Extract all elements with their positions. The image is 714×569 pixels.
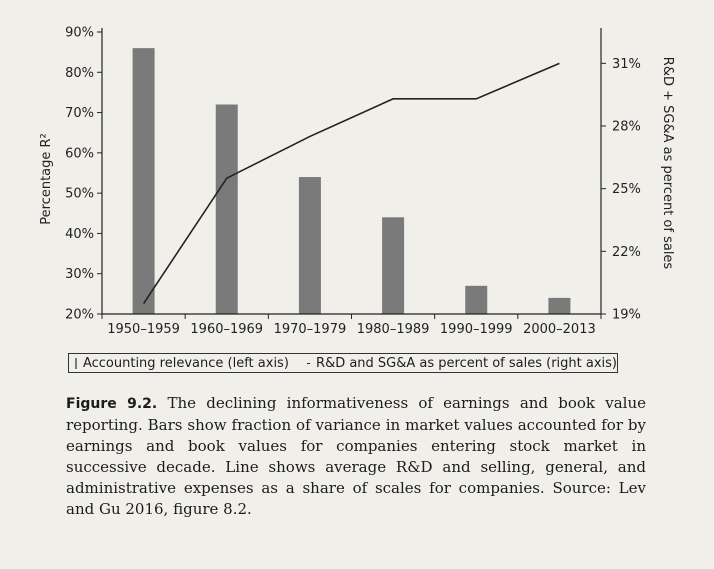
left-tick-label-7: 90% — [65, 26, 94, 41]
x-tick-label-3: 1980–1989 — [357, 322, 430, 337]
bar-1 — [215, 104, 238, 314]
x-tick-label-5: 2000–2013 — [523, 322, 596, 337]
series-line-rd-sga — [142, 62, 560, 304]
right-tick-label-2: 25% — [612, 182, 641, 197]
bar-5 — [548, 297, 571, 314]
left-tick-label-0: 20% — [65, 308, 94, 323]
left-tick-label-1: 30% — [65, 267, 94, 282]
legend: Accounting relevance (left axis) R&D and… — [68, 353, 618, 373]
chart: 20% 30% 40% 50% 60% 70% 80% 90% 19% 22% 25% 28% 31% 1… — [39, 26, 675, 338]
x-tick-label-1: 1960–1969 — [190, 322, 263, 337]
right-tick-label-3: 28% — [612, 120, 641, 135]
right-tick-label-4: 31% — [612, 57, 641, 72]
figure-caption: Figure 9.2. The declining informativenes… — [66, 393, 646, 520]
legend-bar-swatch — [75, 357, 77, 369]
left-tick-label-3: 50% — [65, 187, 94, 202]
right-axis-title: R&D + SG&A as percent of sales — [660, 57, 675, 270]
legend-line-swatch — [306, 362, 311, 364]
left-tick-label-2: 40% — [65, 227, 94, 242]
legend-line-label: R&D and SG&A as percent of sales (right … — [316, 355, 617, 371]
bar-2 — [298, 177, 321, 314]
legend-bar-label: Accounting relevance (left axis) — [82, 355, 289, 371]
x-tick-label-0: 1950–1959 — [107, 322, 180, 337]
bar-0 — [132, 48, 155, 314]
right-tick-label-1: 22% — [612, 245, 641, 260]
left-tick-label-5: 70% — [65, 106, 94, 121]
x-tick-label-4: 1990–1999 — [440, 322, 513, 337]
right-tick-label-0: 19% — [612, 308, 641, 323]
caption-label: Figure 9.2. — [66, 396, 158, 412]
bar-3 — [382, 217, 405, 314]
x-tick-label-2: 1970–1979 — [274, 322, 347, 337]
bar-4 — [465, 285, 488, 314]
caption-text: The declining informativeness of earning… — [66, 394, 646, 518]
left-axis-title: Percentage R² — [39, 133, 54, 225]
left-tick-label-6: 80% — [65, 66, 94, 81]
left-tick-label-4: 60% — [65, 146, 94, 161]
